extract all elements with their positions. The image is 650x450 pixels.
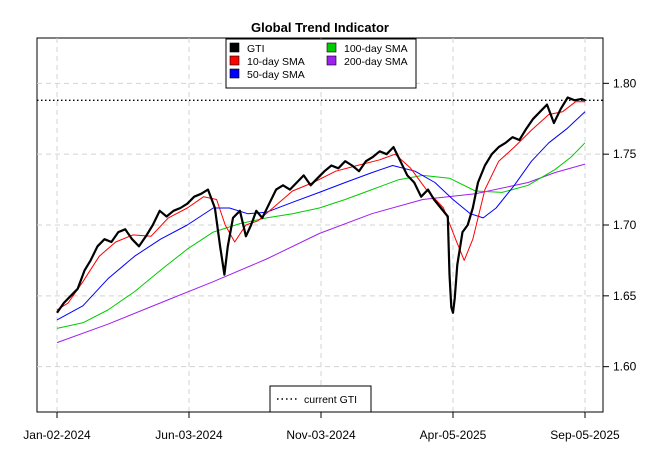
axes: Jan-02-2024 Jun-03-2024 Nov-03-2024 Apr-05-… [23,76,636,442]
sma-50-swatch [229,68,240,79]
current-gti-legend: current GTI [269,385,372,413]
sma-200-line [56,163,586,344]
sma-100-line [56,142,586,329]
sma-10-legend-label: 10-day SMA [247,56,305,68]
y-tick-label: 1.60 [613,360,637,374]
gti-legend-label: GTI [247,43,265,55]
y-tick-label: 1.65 [613,289,637,303]
x-tick-label: Apr-05-2025 [420,428,487,442]
y-tick-label: 1.80 [613,76,637,90]
chart-title: Global Trend Indicator [251,20,389,35]
sma-200-legend-label: 200-day SMA [344,56,408,68]
sma-100-legend-label: 100-day SMA [344,43,408,55]
grid [37,38,603,412]
y-tick-label: 1.75 [613,147,637,161]
sma-50-line [56,111,586,321]
gti-line [56,96,586,314]
sma-200-swatch [326,55,337,66]
current-gti-legend-label: current GTI [304,394,357,406]
x-tick-label: Sep-05-2025 [550,428,620,442]
sma-10-swatch [229,55,240,66]
sma-10-line [56,101,585,311]
sma-100-swatch [326,42,337,53]
x-tick-label: Nov-03-2024 [286,428,356,442]
x-tick-label: Jan-02-2024 [23,428,91,442]
gti-swatch [229,42,240,53]
y-tick-label: 1.70 [613,218,637,232]
sma-50-legend-label: 50-day SMA [247,69,305,81]
x-tick-label: Jun-03-2024 [155,428,223,442]
legend-box [225,38,417,89]
series-layer [37,96,603,344]
